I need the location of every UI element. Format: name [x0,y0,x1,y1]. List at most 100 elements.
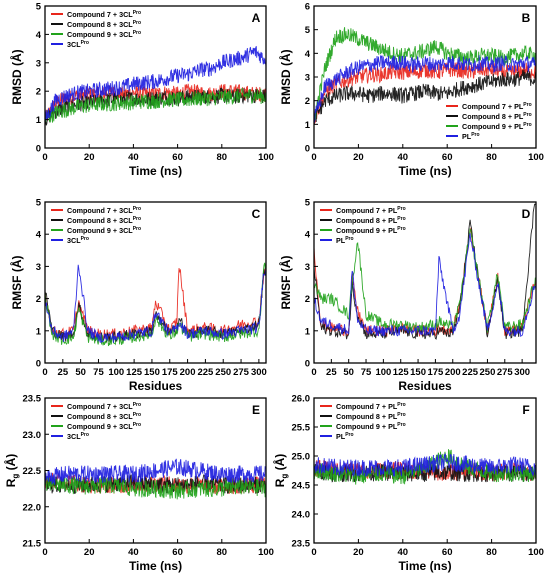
series-line-3 [45,476,266,500]
panel-letter: F [522,403,529,417]
plot-frame [44,201,267,364]
series-line-4 [45,45,266,121]
x-tick-label: 200 [180,367,196,378]
series-line-4 [45,264,266,344]
x-tick-label: 40 [128,152,139,163]
series-line-4 [314,55,536,124]
y-tick-label: 3 [36,262,41,273]
x-tick-label: 275 [233,367,250,378]
legend-label: Compound 9 + PLPro [336,422,406,431]
y-tick-label: 1 [36,115,42,126]
x-tick-label: 80 [217,547,228,558]
x-tick-label: 250 [215,367,231,378]
legend-label: Compound 7 + 3CLPro [67,10,141,19]
y-axis-label: RMSF (Å) [278,256,293,310]
y-tick-label: 22.5 [23,466,42,477]
x-axis-label: Time (ns) [398,164,451,178]
series-line-1 [45,267,266,341]
y-tick-label: 23.5 [292,539,311,550]
x-tick-label: 100 [108,367,124,378]
panel-letter: D [522,207,531,221]
x-tick-label: 0 [311,367,316,378]
panel-letter: A [252,11,261,25]
y-tick-label: 1 [305,326,311,337]
x-tick-label: 125 [126,367,143,378]
x-tick-label: 0 [311,152,316,163]
legend-label: Compound 8 + 3CLPro [67,412,141,421]
x-tick-label: 60 [442,152,453,163]
y-tick-label: 2 [36,87,41,98]
x-tick-label: 225 [197,367,214,378]
x-tick-label: 80 [486,547,497,558]
series-line-3 [314,449,536,485]
legend-label: Compound 8 + 3CLPro [67,20,141,29]
y-tick-label: 2 [305,96,310,107]
y-tick-label: 5 [305,198,311,209]
legend-label: 3CLPro [67,40,89,49]
panel-letter: B [522,11,531,25]
x-tick-label: 75 [361,367,372,378]
series-line-4 [314,233,536,338]
y-axis-label: RMSD (Å) [278,49,293,104]
panel-letter: E [252,403,260,417]
y-tick-label: 5 [305,25,311,36]
chart-panel-f: 0 20 40 60 80 100 23.5 24.0 24.5 25.0 25.5 26.0 Time… [272,394,544,574]
legend-label: Compound 9 + PLPro [462,122,532,131]
x-tick-label: 0 [42,367,47,378]
x-tick-label: 125 [393,367,410,378]
legend-label: Compound 7 + 3CLPro [67,402,141,411]
legend-label: Compound 9 + 3CLPro [67,30,141,39]
x-tick-label: 0 [42,152,47,163]
x-tick-label: 40 [128,547,139,558]
y-tick-label: 1 [36,326,42,337]
x-tick-label: 150 [144,367,160,378]
x-tick-label: 250 [480,367,496,378]
x-tick-label: 25 [326,367,337,378]
x-tick-label: 275 [497,367,514,378]
y-tick-label: 0 [36,359,41,370]
chart-panel-b: 0 20 40 60 80 100 0 1 2 3 4 5 6 Time (ns) RMSD (Å) B Com… [278,2,544,179]
plot-frame [44,5,267,149]
x-axis-label: Residues [129,379,183,393]
x-tick-label: 50 [343,367,354,378]
legend-label: Compound 9 + PLPro [336,226,406,235]
legend-label: PLPro [336,236,354,245]
chart-panel-e: 0 20 40 60 80 100 21.5 22.0 22.5 23.0 23.5 Time (ns… [3,394,274,574]
y-axis-label: Rg (Å) [272,454,289,488]
y-tick-label: 6 [305,2,310,13]
y-tick-label: 4 [305,230,311,241]
legend-label: Compound 7 + PLPro [336,206,406,215]
x-tick-label: 25 [58,367,69,378]
y-tick-label: 4 [36,230,42,241]
x-tick-label: 100 [528,152,544,163]
x-tick-label: 60 [442,547,453,558]
chart-panel-a: 0 20 40 60 80 100 0 1 2 3 4 5 Time (ns) RMSD (Å) A Comp… [9,2,274,179]
y-tick-label: 25.0 [292,452,311,463]
legend-label: Compound 9 + 3CLPro [67,226,141,235]
legend-label: 3CLPro [67,236,89,245]
legend-label: Compound 7 + PLPro [462,102,532,111]
x-tick-label: 0 [311,547,316,558]
x-tick-label: 50 [75,367,86,378]
y-axis-label: RMSF (Å) [9,256,24,310]
plot-frame [313,201,537,364]
series-line-3 [314,27,536,120]
y-tick-label: 24.5 [292,481,311,492]
x-tick-label: 225 [462,367,479,378]
y-tick-label: 4 [36,30,42,41]
y-tick-label: 0 [305,359,310,370]
x-tick-label: 20 [353,152,364,163]
legend-label: Compound 8 + PLPro [462,112,532,121]
series-line-2 [314,69,536,127]
series-line-2 [45,87,266,128]
x-tick-label: 75 [93,367,104,378]
x-tick-label: 20 [353,547,364,558]
y-tick-label: 25.5 [292,423,311,434]
y-tick-label: 1 [305,120,311,131]
x-tick-label: 20 [84,547,95,558]
x-tick-label: 100 [258,152,274,163]
